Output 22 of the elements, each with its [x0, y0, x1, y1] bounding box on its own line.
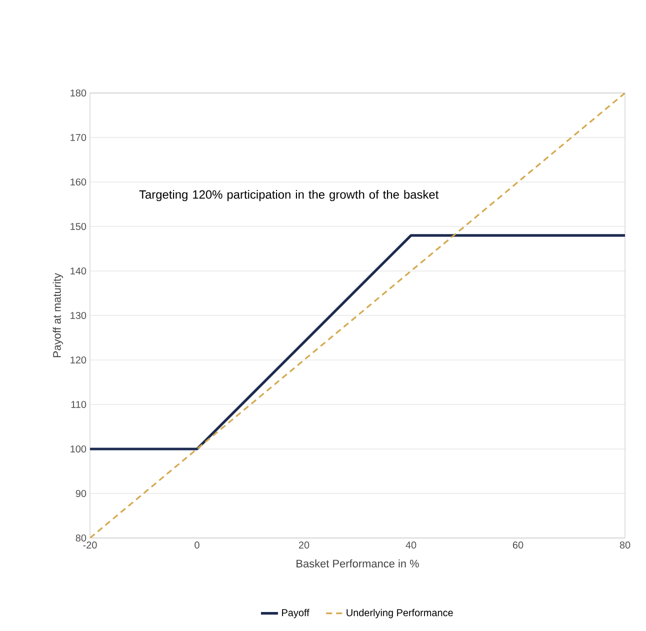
- y-tick-label: 150: [70, 222, 86, 230]
- y-tick-label: 100: [70, 445, 86, 453]
- x-tick-label: -20: [83, 542, 97, 549]
- x-tick-label: 20: [298, 542, 310, 549]
- x-tick-label: 40: [406, 542, 416, 549]
- y-tick-label: 170: [70, 134, 86, 142]
- y-tick-label: 110: [71, 400, 86, 408]
- y-tick-label: 140: [70, 267, 86, 275]
- x-tick-label: 60: [512, 542, 524, 549]
- annotation: Targeting 120% participation in the growth of the basket: [139, 190, 439, 202]
- y-tick-label: 160: [70, 178, 86, 186]
- y-tick-label: 80: [76, 534, 86, 542]
- y-tick-label: 130: [70, 312, 86, 320]
- x-axis-title: Basket Performance in %: [296, 559, 419, 568]
- x-tick-label: 0: [194, 542, 200, 549]
- y-tick-label: 120: [70, 356, 86, 364]
- legend-label: Payoff: [282, 608, 310, 618]
- x-tick-label: 80: [620, 542, 630, 549]
- legend-label: Underlying Performance: [346, 608, 453, 618]
- y-tick-label: 180: [70, 89, 86, 97]
- y-tick-label: 90: [76, 490, 86, 498]
- y-axis-title: Payoff at maturity: [52, 273, 64, 358]
